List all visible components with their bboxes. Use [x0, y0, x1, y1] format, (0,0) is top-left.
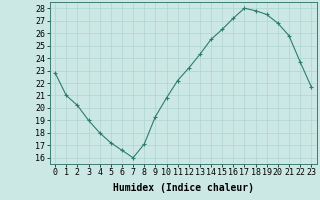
X-axis label: Humidex (Indice chaleur): Humidex (Indice chaleur) — [113, 183, 254, 193]
